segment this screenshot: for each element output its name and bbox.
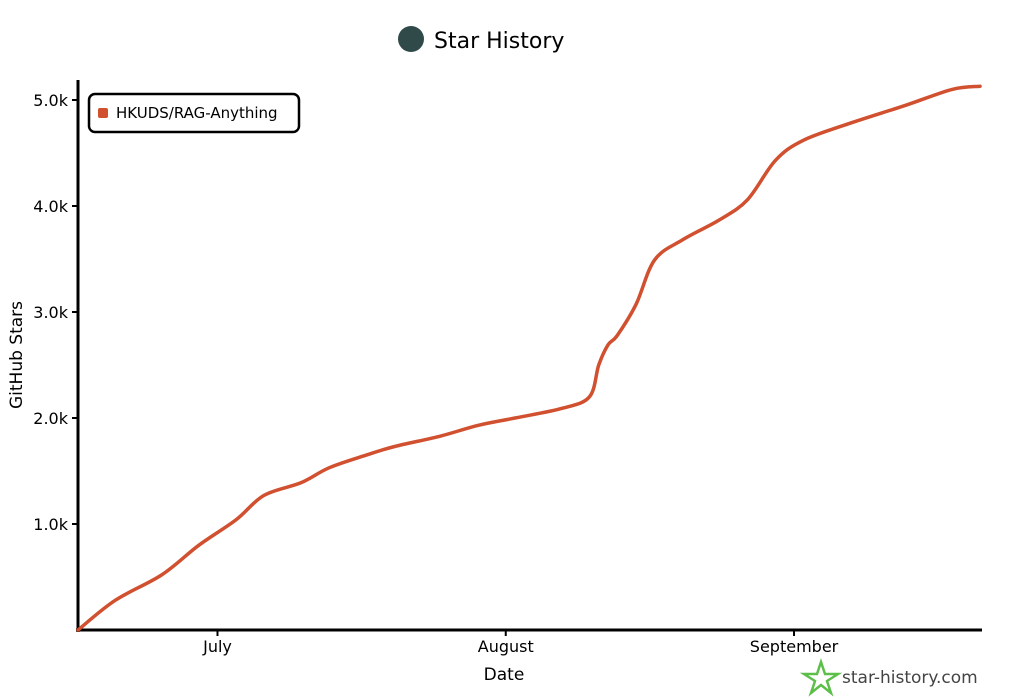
x-tick-label: August (478, 637, 534, 656)
legend-swatch (98, 108, 108, 118)
y-tick-label: 5.0k (33, 91, 68, 110)
watermark[interactable]: star-history.com (799, 658, 978, 697)
x-axis-label: Date (484, 665, 525, 685)
star-icon (799, 658, 843, 697)
y-tick-label: 3.0k (33, 303, 68, 322)
legend-box (87, 92, 301, 134)
y-tick-label: 4.0k (33, 197, 68, 216)
chart-title: Star History (434, 29, 564, 54)
x-tick-label: July (202, 637, 232, 656)
y-tick-label: 2.0k (33, 409, 68, 428)
y-tick-label: 1.0k (33, 515, 68, 534)
series-line (76, 84, 982, 632)
avatar-icon (398, 26, 424, 52)
title-group: Star History (398, 26, 564, 54)
watermark-text[interactable]: star-history.com (842, 668, 978, 688)
x-tick-label: September (750, 637, 839, 656)
legend: HKUDS/RAG-Anything (87, 92, 301, 134)
y-axis-label: GitHub Stars (7, 301, 27, 409)
legend-label: HKUDS/RAG-Anything (116, 104, 278, 122)
